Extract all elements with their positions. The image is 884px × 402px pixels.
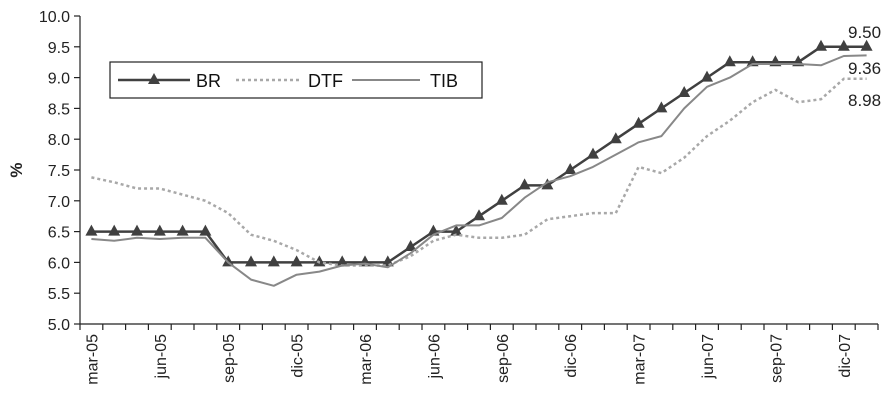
br-point-marker: [837, 39, 850, 51]
end-label-dtf: 8.98: [848, 91, 881, 110]
br-point-marker: [131, 224, 143, 236]
x-tick-label: mar-07: [632, 334, 649, 385]
series-line-tib: [91, 54, 867, 287]
legend-br-marker: [148, 73, 160, 84]
br-point-marker: [267, 255, 280, 267]
br-point-marker: [678, 86, 691, 97]
br-point-marker: [290, 255, 303, 267]
y-tick-label: 9.0: [48, 71, 70, 88]
x-tick-label: jun-06: [426, 334, 443, 380]
axes: 5.0 5.5 6.0 6.5 7.0 7.5 8.0 8.5 9.0 9.5 10.0 mar-05…: [39, 9, 879, 385]
br-point-marker: [815, 39, 827, 51]
y-tick-label: 7.5: [48, 163, 70, 180]
series-layer: [85, 39, 873, 287]
br-point-marker: [245, 255, 257, 267]
br-point-marker: [860, 39, 873, 51]
br-point-marker: [632, 116, 645, 128]
x-tick-label: dic-05: [290, 334, 307, 378]
y-tick-label: 7.0: [48, 194, 70, 211]
legend-tib-label: TIB: [430, 71, 458, 91]
x-tick-label: dic-07: [837, 334, 854, 378]
br-point-marker: [108, 224, 121, 236]
y-tick-label: 6.5: [48, 225, 70, 242]
y-tick-label: 8.0: [48, 132, 70, 149]
br-point-marker: [541, 178, 554, 190]
br-point-marker: [723, 55, 736, 67]
x-tick-label: sep-07: [768, 334, 785, 383]
x-tick-label: mar-06: [358, 334, 375, 385]
br-point-marker: [336, 255, 349, 267]
y-tick-label: 10.0: [39, 9, 70, 26]
br-point-marker: [199, 224, 212, 236]
br-point-marker: [85, 224, 98, 236]
x-tick-label: mar-05: [84, 334, 101, 385]
series-line-dtf: [91, 77, 867, 267]
y-tick-label: 8.5: [48, 101, 70, 118]
y-tick-label: 5.0: [48, 317, 70, 334]
br-point-marker: [176, 224, 189, 236]
x-tick-label: sep-06: [495, 334, 512, 383]
br-point-marker: [313, 255, 326, 267]
br-point-marker: [450, 224, 463, 236]
y-tick-label: 6.0: [48, 255, 70, 272]
x-tick-label: jun-07: [700, 334, 717, 380]
br-point-marker: [518, 178, 531, 190]
br-point-marker: [404, 240, 417, 251]
y-axis-label: %: [7, 162, 26, 177]
br-point-marker: [587, 147, 599, 159]
end-label-br: 9.50: [848, 23, 881, 42]
br-point-marker: [701, 70, 713, 82]
x-tick-label: sep-05: [221, 334, 238, 383]
br-point-marker: [153, 224, 166, 236]
br-point-marker: [564, 163, 577, 174]
br-point-marker: [495, 193, 508, 205]
end-label-tib: 9.36: [848, 59, 881, 78]
legend-dtf-label: DTF: [308, 71, 343, 91]
y-tick-label: 9.5: [48, 40, 70, 57]
br-point-marker: [473, 209, 485, 221]
legend: BR DTF TIB: [109, 61, 483, 99]
legend-br-label: BR: [196, 71, 221, 91]
br-point-marker: [609, 132, 622, 144]
y-tick-label: 5.5: [48, 286, 70, 303]
x-tick-label: jun-05: [153, 334, 170, 380]
br-point-marker: [655, 101, 668, 113]
x-tick-label: dic-06: [563, 334, 580, 378]
